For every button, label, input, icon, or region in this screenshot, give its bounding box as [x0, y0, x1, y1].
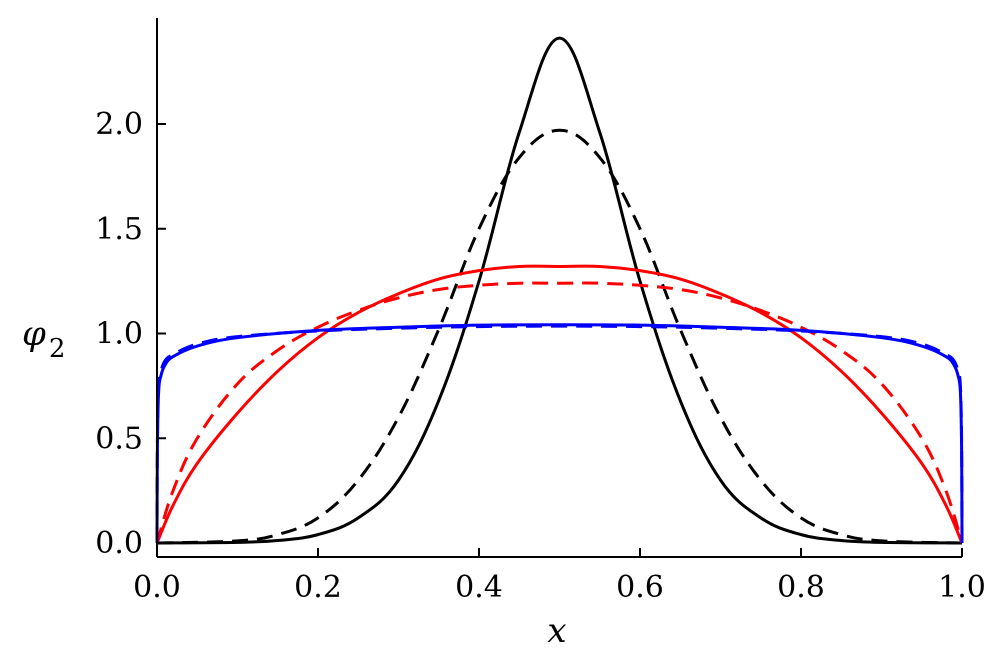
blue-solid-curve: [155, 323, 964, 544]
black-dashed-curve: [156, 128, 963, 545]
blue-dashed-curve: [155, 324, 964, 544]
x-tick-label: 1.0: [938, 570, 986, 605]
x-tick-label: 0.4: [455, 570, 503, 605]
y-tick-label: 1.0: [95, 317, 143, 352]
ticks: 0.0 0.2 0.4 0.6 0.8 1.0 0.0 0.5 1.0 1.5 2.0: [95, 107, 986, 605]
y-axis-label-subscript: 2: [49, 334, 66, 364]
series-group: [155, 36, 964, 545]
x-tick-label: 0.8: [777, 570, 825, 605]
x-tick-label: 0.2: [294, 570, 342, 605]
x-tick-label: 0.6: [616, 570, 664, 605]
x-axis-label: x: [547, 611, 566, 651]
red-solid-curve: [155, 264, 964, 544]
x-tick-label: 0.0: [133, 570, 181, 605]
y-tick-label: 0.0: [95, 526, 143, 561]
black-solid-curve: [156, 36, 963, 545]
y-tick-label: 0.5: [95, 421, 143, 456]
y-axis-label-symbol: φ: [22, 314, 46, 354]
y-tick-label: 1.5: [95, 212, 143, 247]
axes: [156, 18, 962, 558]
y-tick-label: 2.0: [95, 107, 143, 142]
red-dashed-curve: [155, 281, 964, 544]
